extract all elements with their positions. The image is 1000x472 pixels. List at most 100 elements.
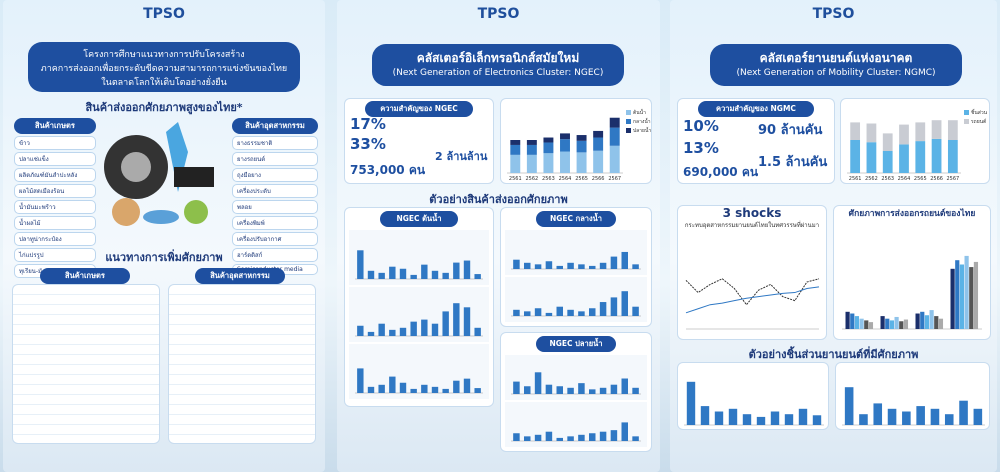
legend-swatch xyxy=(626,119,631,124)
x-tick-label: 2562 xyxy=(525,176,538,182)
export-chart: 2561 2562 2563 2564 2565 2566 2567 ชิ้นส่วนรถยน… xyxy=(840,98,990,184)
mini-chart xyxy=(349,230,489,285)
bar xyxy=(854,316,860,329)
bar xyxy=(524,262,531,269)
mini-chart xyxy=(677,362,829,430)
bar xyxy=(950,268,955,329)
export-chart: 2561 2562 2563 2564 2565 2566 2567 ต้นน้ำกลางน้… xyxy=(500,98,652,184)
bar xyxy=(513,259,520,269)
bar xyxy=(859,318,864,329)
bar-segment xyxy=(510,140,521,145)
bar xyxy=(567,309,574,316)
bar xyxy=(513,309,520,316)
bar-segment xyxy=(526,140,537,145)
bar xyxy=(534,308,542,316)
bar xyxy=(889,320,895,329)
bar xyxy=(367,386,375,393)
x-tick-label: 2564 xyxy=(898,176,911,182)
x-tick-label: 2567 xyxy=(608,176,621,182)
bar xyxy=(899,321,904,329)
bar xyxy=(589,389,596,394)
bar xyxy=(915,313,920,329)
bar xyxy=(589,308,596,316)
bar-segment xyxy=(593,150,604,173)
bar xyxy=(378,272,385,279)
legend-label: ชิ้นส่วน xyxy=(971,107,988,116)
bar xyxy=(431,386,439,393)
grouped-chart xyxy=(842,255,982,330)
line xyxy=(685,278,820,306)
mini-chart xyxy=(835,362,990,430)
bar xyxy=(524,436,531,441)
bar xyxy=(463,260,471,279)
list-item: น้ำผลไม้ xyxy=(14,216,96,230)
bar xyxy=(556,306,563,316)
bar xyxy=(700,406,710,425)
bar-segment xyxy=(866,123,877,143)
line xyxy=(685,286,820,314)
bar-segment xyxy=(526,144,537,155)
bar xyxy=(474,388,481,393)
bar xyxy=(714,411,724,425)
line-chart xyxy=(685,278,820,330)
bar xyxy=(463,378,471,393)
bar-segment xyxy=(609,117,620,128)
bar xyxy=(513,381,520,394)
bar xyxy=(973,261,979,329)
bar-segment xyxy=(576,140,587,153)
bar xyxy=(442,311,449,336)
bar-segment xyxy=(593,130,604,138)
x-tick-label: 2565 xyxy=(914,176,927,182)
bar xyxy=(599,262,607,269)
bar xyxy=(868,322,874,329)
bar xyxy=(545,384,553,394)
bar xyxy=(610,384,618,394)
bar-segment xyxy=(510,144,521,155)
bar xyxy=(944,414,954,425)
title: ศักยภาพการส่งออกรถยนต์ของไทย xyxy=(848,209,976,219)
legend-label: รถยนต์ xyxy=(971,118,986,125)
bar xyxy=(389,329,396,336)
bar xyxy=(578,383,585,394)
bar-segment xyxy=(866,142,877,173)
bar xyxy=(357,250,364,279)
title: 3 shocks xyxy=(722,206,782,220)
bar xyxy=(770,411,780,425)
list-item: ปลาแช่แข็ง xyxy=(14,152,96,166)
subtitle: สินค้าส่งออกศักยภาพสูงของไทย* xyxy=(85,101,243,114)
title-box: คลัสเตอร์อิเล็กทรอนิกส์สมัยใหม่ (Next Ge… xyxy=(372,44,624,86)
legend-label: ปลายน้ำ xyxy=(633,125,651,134)
bar xyxy=(474,327,481,336)
list-item: ปลาทูน่ากระป๋อง xyxy=(14,232,96,246)
tab: สินค้าเกษตร xyxy=(40,268,130,284)
bar xyxy=(880,316,885,329)
list-item: น้ำมันมะพร้าว xyxy=(14,200,96,214)
bar-segment xyxy=(915,141,926,173)
x-tick-label: 2565 xyxy=(575,176,588,182)
heading: สินค้าเกษตร xyxy=(14,118,96,134)
bar-segment xyxy=(560,133,570,140)
bar xyxy=(357,325,364,336)
group-heading: NGEC กลางน้ำ xyxy=(536,211,616,227)
bar xyxy=(399,268,407,279)
group-heading: NGEC ต้นน้ำ xyxy=(380,211,458,227)
bar xyxy=(969,267,974,329)
bar xyxy=(973,408,983,425)
bar-segment xyxy=(882,133,893,151)
bar xyxy=(410,321,417,336)
subtitle: (Next Generation of Electronics Cluster:… xyxy=(392,68,604,78)
bar xyxy=(556,265,563,269)
legend-swatch xyxy=(626,128,631,133)
bar xyxy=(589,265,596,269)
bar xyxy=(599,387,607,394)
bar xyxy=(545,312,553,316)
heading: ความสำคัญของ NGMC xyxy=(698,101,814,117)
group-heading: NGEC ปลายน้ำ xyxy=(536,336,616,352)
bar-segment xyxy=(560,139,570,152)
bar xyxy=(885,318,890,329)
bar xyxy=(534,264,542,269)
bar xyxy=(513,433,520,441)
bar xyxy=(453,380,460,393)
bar xyxy=(567,387,574,394)
bar xyxy=(567,262,574,269)
